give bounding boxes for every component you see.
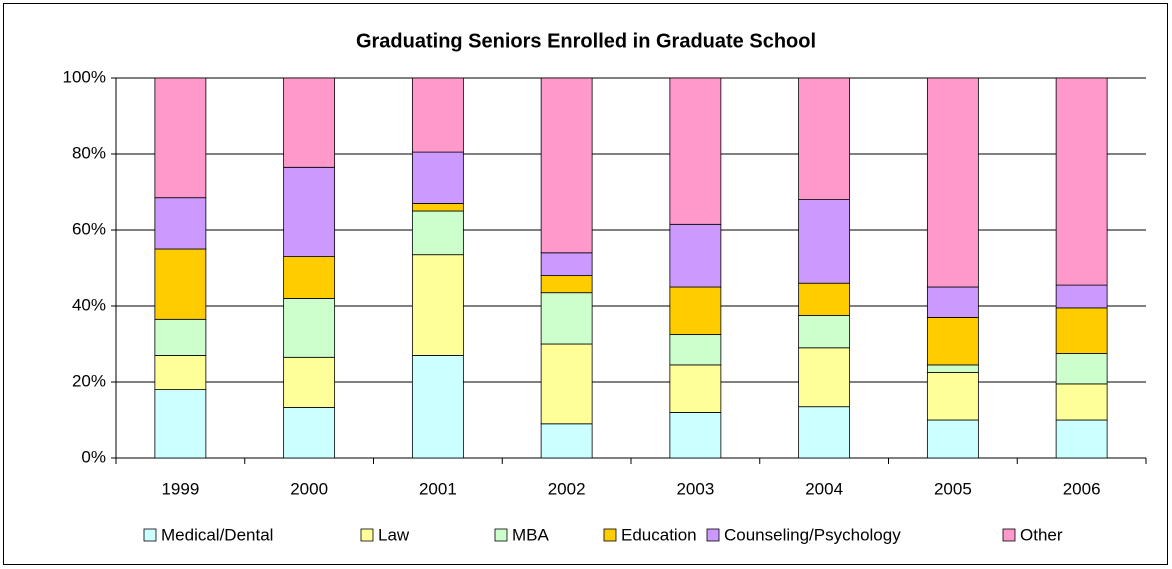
bar-segment [540, 292, 593, 345]
bar-segment [669, 364, 722, 413]
y-tick-label: 20% [72, 371, 106, 390]
bar-segment [283, 407, 336, 459]
legend-swatch [360, 528, 374, 542]
legend-label: Education [621, 525, 697, 544]
legend-swatch [494, 528, 508, 542]
x-tick-label: 2000 [290, 479, 328, 498]
legend-label: Law [378, 525, 410, 544]
bar-segment [411, 151, 464, 204]
bar-segment [540, 77, 593, 254]
x-tick-label: 2006 [1063, 479, 1101, 498]
x-tick-label: 2003 [676, 479, 714, 498]
bar-segment [1055, 307, 1108, 354]
bar-segment [283, 256, 336, 299]
legend-swatch [1002, 528, 1016, 542]
bar-segment [926, 77, 979, 288]
bar-segment [411, 210, 464, 256]
bar-segment [798, 406, 851, 459]
bar-segment [1055, 353, 1108, 385]
bar-segment [540, 275, 593, 294]
x-tick-label: 2005 [934, 479, 972, 498]
bar-segment [154, 77, 207, 199]
bar-segment [154, 197, 207, 250]
bar-segment [283, 297, 336, 358]
bar-segment [798, 347, 851, 408]
bar-segment [154, 389, 207, 459]
bar-segment [1055, 77, 1108, 286]
chart-title: Graduating Seniors Enrolled in Graduate … [356, 30, 816, 52]
x-tick-label: 1999 [161, 479, 199, 498]
bar-segment [926, 372, 979, 421]
legend-swatch [706, 528, 720, 542]
bar-segment [1055, 419, 1108, 459]
x-tick-label: 2004 [805, 479, 843, 498]
bar-segment [283, 77, 336, 168]
bar-segment [540, 343, 593, 425]
y-tick-label: 60% [72, 219, 106, 238]
legend-label: Counseling/Psychology [724, 525, 901, 544]
bar-segment [669, 334, 722, 366]
bar-segment [540, 252, 593, 277]
x-tick-label: 2002 [548, 479, 586, 498]
legend-swatch [603, 528, 617, 542]
bar-segment [669, 223, 722, 288]
bar-segment [283, 166, 336, 258]
bar-segment [926, 419, 979, 459]
bar-segment [926, 286, 979, 318]
bar-segment [411, 202, 464, 212]
bar-segment [798, 315, 851, 349]
bar-segment [411, 354, 464, 459]
bar-segment [926, 364, 979, 373]
legend-label: Medical/Dental [161, 525, 273, 544]
y-tick-label: 40% [72, 295, 106, 314]
legend-swatch [143, 528, 157, 542]
legend-label: MBA [512, 525, 550, 544]
legend-label: Other [1020, 525, 1063, 544]
bar-segment [798, 199, 851, 284]
y-tick-label: 100% [63, 67, 106, 86]
bar-segment [154, 318, 207, 356]
bar-segment [1055, 383, 1108, 421]
bar-segment [411, 254, 464, 356]
bar-segment [411, 77, 464, 153]
x-tick-label: 2001 [419, 479, 457, 498]
bar-segment [1055, 284, 1108, 309]
bar-segment [926, 316, 979, 366]
bar-segment [798, 282, 851, 316]
bar-segment [669, 286, 722, 335]
bar-segment [798, 77, 851, 200]
bar-segment [540, 423, 593, 459]
bar-segment [669, 411, 722, 459]
y-tick-label: 0% [81, 447, 106, 466]
bar-segment [154, 354, 207, 390]
bar-segment [283, 356, 336, 408]
y-tick-label: 80% [72, 143, 106, 162]
bar-segment [154, 248, 207, 320]
bar-segment [669, 77, 722, 225]
